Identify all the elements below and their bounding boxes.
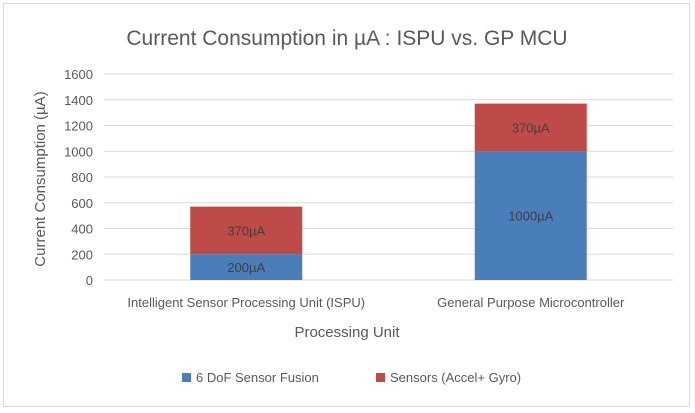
- data-label: 1000µA: [508, 209, 553, 224]
- data-label: 370µA: [512, 120, 550, 135]
- y-axis-label: Current Consumption (µA): [32, 91, 49, 266]
- y-tick-labels: 0 200 400 600 800 1000 1200 1400 1600: [64, 67, 93, 288]
- data-labels: 200µA 370µA 1000µA 370µA: [227, 120, 553, 275]
- legend: 6 DoF Sensor Fusion Sensors (Accel+ Gyro): [182, 370, 521, 385]
- y-tick-label: 1000: [64, 144, 93, 159]
- y-tick-label: 1600: [64, 67, 93, 82]
- y-tick-label: 0: [86, 273, 93, 288]
- data-label: 200µA: [227, 260, 265, 275]
- chart-title: Current Consumption in µA : ISPU vs. GP …: [126, 27, 567, 50]
- data-label: 370µA: [227, 223, 265, 238]
- legend-label: Sensors (Accel+ Gyro): [390, 370, 521, 385]
- bar-segment: [474, 151, 587, 280]
- y-tick-label: 800: [71, 170, 93, 185]
- legend-label: 6 DoF Sensor Fusion: [196, 370, 319, 385]
- bar-segment: [190, 206, 303, 255]
- chart: Current Consumption in µA : ISPU vs. GP …: [32, 27, 673, 385]
- bars: [190, 103, 587, 280]
- bar-segment: [190, 254, 303, 280]
- y-tick-label: 200: [71, 247, 93, 262]
- x-tick-label: Intelligent Sensor Processing Unit (ISPU…: [127, 295, 365, 310]
- y-tick-label: 400: [71, 222, 93, 237]
- legend-swatch: [182, 373, 191, 382]
- legend-swatch: [376, 373, 385, 382]
- x-tick-labels: Intelligent Sensor Processing Unit (ISPU…: [127, 295, 625, 310]
- grid-lines: [104, 73, 673, 281]
- y-tick-label: 1200: [64, 119, 93, 134]
- x-axis-label: Processing Unit: [294, 324, 400, 341]
- x-tick-label: General Purpose Microcontroller: [437, 295, 625, 310]
- y-tick-label: 1400: [64, 93, 93, 108]
- chart-frame: Current Consumption in µA : ISPU vs. GP …: [3, 3, 690, 407]
- bar-segment: [474, 103, 587, 152]
- y-tick-label: 600: [71, 196, 93, 211]
